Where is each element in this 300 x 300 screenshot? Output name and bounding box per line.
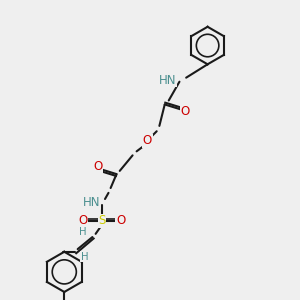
Text: O: O — [180, 105, 189, 118]
Text: O: O — [116, 214, 125, 227]
Text: H: H — [81, 252, 88, 262]
Text: O: O — [93, 160, 102, 172]
Text: HN: HN — [159, 74, 177, 87]
Text: O: O — [143, 134, 152, 147]
Text: S: S — [98, 214, 106, 227]
Text: H: H — [79, 227, 87, 237]
Text: O: O — [78, 214, 88, 227]
Text: HN: HN — [83, 196, 101, 209]
